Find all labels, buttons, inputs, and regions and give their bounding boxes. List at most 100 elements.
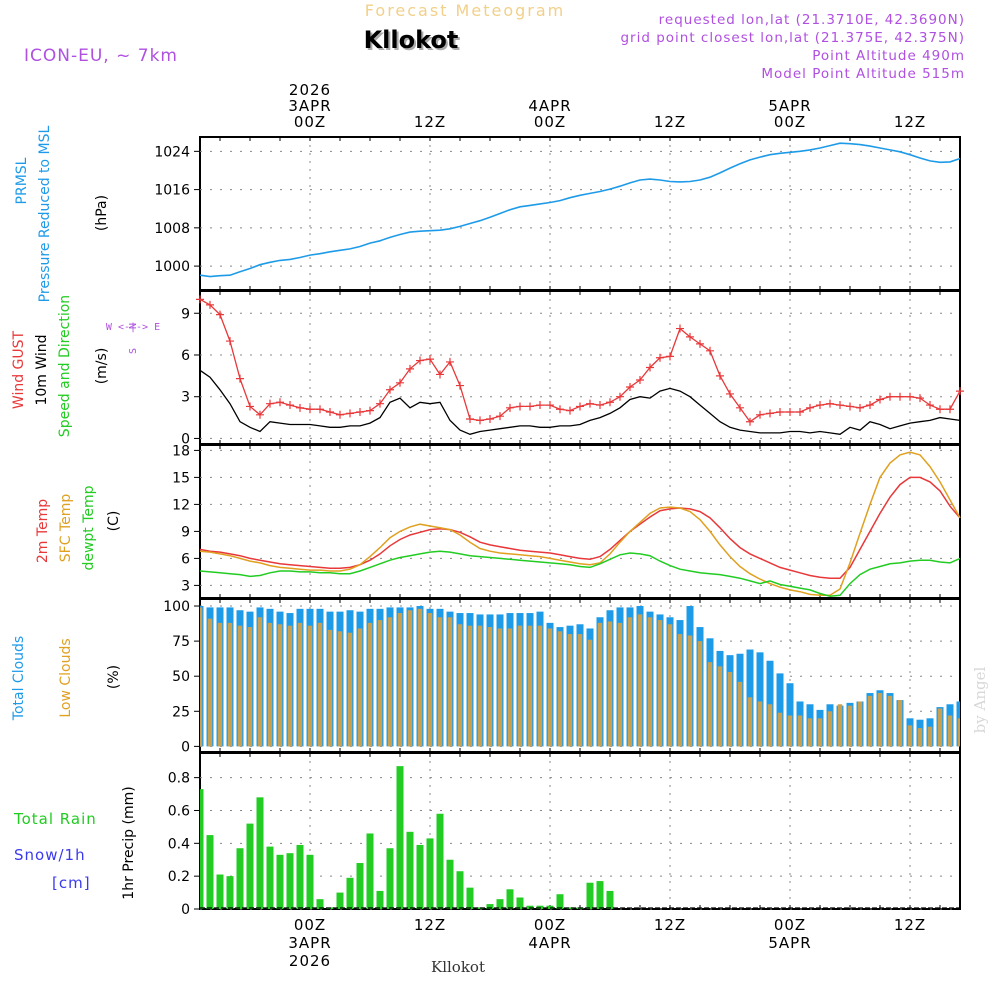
wind-gust-point (836, 401, 844, 410)
rain-bar (200, 789, 204, 909)
grid-point-coordinates: grid point closest lon,lat (21.375E, 42.… (620, 30, 965, 46)
wind-gust-point (226, 337, 234, 346)
wind-gust-point (626, 382, 634, 391)
low-cloud-bar (697, 641, 703, 747)
ytick-label: 100 (163, 599, 190, 615)
low-cloud-bar (287, 625, 293, 747)
low-cloud-bar (497, 628, 503, 747)
ytick-label: 12 (172, 497, 190, 513)
rain-bar (306, 854, 314, 909)
clouds-unit: (%) (106, 665, 122, 689)
low-cloud-bar (857, 701, 863, 747)
temp-sfc-line (199, 451, 961, 597)
pressure-legend-line1: PRMSL (14, 157, 30, 204)
top-time-label: 4APR (528, 97, 571, 115)
wind-gust-point (546, 401, 554, 410)
ytick-label: 0.2 (168, 869, 190, 885)
wind-gust-point (446, 357, 454, 366)
wind-gust-point (856, 403, 864, 412)
low-cloud-bar (937, 708, 943, 747)
rain-bar (556, 894, 564, 909)
wind-gust-point (936, 405, 944, 414)
ytick-label: 9 (181, 306, 190, 322)
temp-2m-line (199, 476, 961, 579)
low-cloud-bar (717, 666, 723, 747)
grid-lines (194, 137, 960, 910)
ytick-label: 0.8 (168, 771, 190, 787)
pressure-unit: (hPa) (94, 195, 110, 231)
ytick-label: 0.4 (168, 836, 190, 852)
rain-bar (526, 905, 534, 909)
low-cloud-bar (877, 693, 883, 747)
rain-bar (206, 835, 214, 909)
low-cloud-bar (847, 705, 853, 747)
rain-bar (406, 831, 414, 909)
low-cloud-bar (567, 634, 573, 747)
low-cloud-bar (727, 671, 733, 747)
wind-gust-point (496, 412, 504, 421)
ytick-label: 75 (172, 634, 190, 650)
top-time-label: 12Z (414, 113, 446, 131)
low-cloud-bar (667, 624, 673, 747)
wind-gust-point (606, 398, 614, 407)
wind-gust-point (406, 364, 414, 373)
low-cloud-bar (200, 607, 203, 747)
wind-gust-point (666, 352, 674, 361)
wind-gust-point (276, 398, 284, 407)
total-cloud-bar (766, 660, 774, 747)
ytick-label: 0 (181, 902, 190, 918)
wind-gust-point (866, 401, 874, 410)
wind-gust-point (306, 405, 314, 414)
low-cloud-bar (777, 712, 783, 747)
compass-north: N (128, 323, 139, 329)
pressure-legend-line2: Pressure Reduced to MSL (37, 125, 53, 302)
low-cloud-bar (307, 625, 313, 747)
wind-gust-point (456, 381, 464, 390)
ytick-label: 50 (172, 669, 190, 685)
low-cloud-bar (487, 627, 493, 747)
rain-bar (376, 890, 384, 909)
low-cloud-bar (607, 621, 613, 747)
low-cloud-bar (437, 617, 443, 747)
wind-gust-point (846, 402, 854, 411)
wind-gust-point (586, 399, 594, 408)
low-cloud-bar (547, 628, 553, 747)
wind-gust-point (236, 374, 244, 383)
wind-gust-point (906, 392, 914, 401)
wind-gust-point (676, 324, 684, 333)
low-cloud-bar (787, 715, 793, 747)
low-cloud-bar (617, 622, 623, 747)
wind-gust-point (726, 389, 734, 398)
low-cloud-bar (517, 625, 523, 747)
low-cloud-bar (267, 622, 273, 747)
low-cloud-bar (907, 725, 913, 747)
wind-gust-point (876, 395, 884, 404)
wind-gust-point (816, 401, 824, 410)
wind-10m-line (199, 369, 961, 435)
wind-gust-point (716, 371, 724, 380)
wind-gust-point (426, 355, 434, 364)
pressure-line (199, 142, 961, 278)
precip-unit: 1hr Precip (mm) (121, 786, 137, 899)
low-cloud-bar (297, 622, 303, 747)
bottom-time-label: 12Z (654, 916, 686, 934)
snow-unit-legend: [cm] (52, 874, 91, 892)
low-cloud-bar (207, 618, 213, 747)
wind-gust-point (346, 409, 354, 418)
rain-bar (436, 813, 444, 909)
wind-gust-point (796, 408, 804, 417)
ytick-label: 1008 (154, 221, 190, 237)
wind-gust-point (516, 402, 524, 411)
location-title: Kllokot (364, 26, 459, 54)
wind-gust-point (616, 392, 624, 401)
low-cloud-bar (427, 613, 433, 747)
wind-gust-point (646, 363, 654, 372)
bottom-time-label: 2026 (289, 952, 331, 970)
rain-bar (386, 848, 394, 909)
low-cloud-bar (507, 628, 513, 747)
bottom-time-label: 3APR (288, 934, 331, 952)
low-cloud-bar (347, 632, 353, 747)
wind-gust-point (486, 414, 494, 423)
low-cloud-bar (457, 624, 463, 747)
model-label: ICON-EU, ~ 7km (24, 46, 178, 66)
